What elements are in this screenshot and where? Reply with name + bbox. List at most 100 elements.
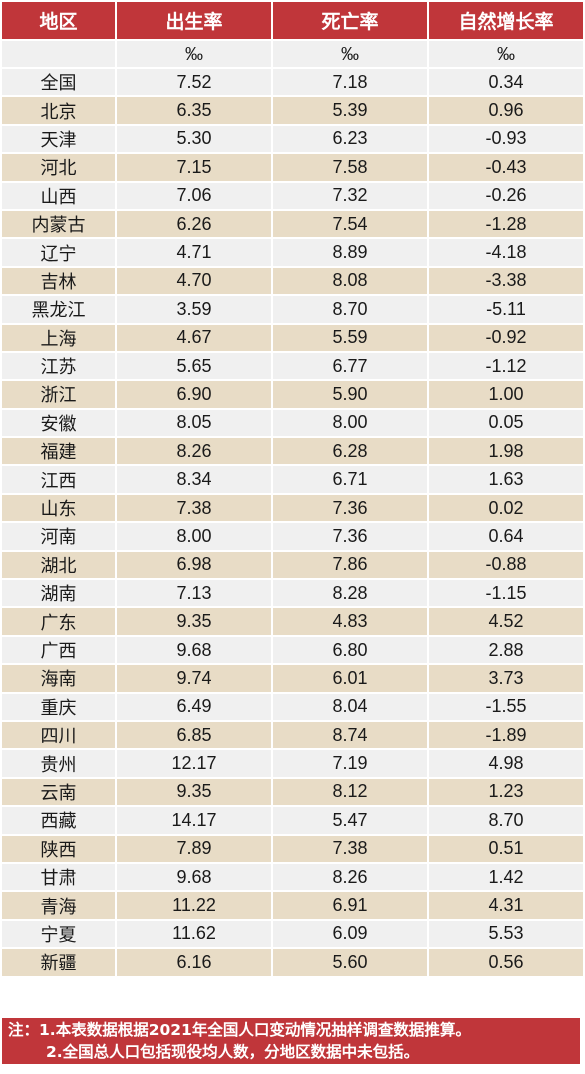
region-cell: 云南 [2,778,115,806]
birth-rate-cell: 8.26 [117,438,271,465]
death-rate-cell: 7.58 [273,154,427,181]
natural-growth-rate-cell: -0.88 [429,551,583,579]
birth-rate-cell: 6.35 [117,97,271,124]
header-death-rate: 死亡率 [273,2,427,39]
natural-growth-rate-cell: -1.12 [429,352,583,380]
birth-rate-cell: 7.15 [117,154,271,181]
birth-rate-cell: 8.00 [117,523,271,550]
death-rate-cell: 6.09 [273,920,427,948]
death-rate-cell: 5.47 [273,807,427,834]
region-cell: 新疆 [2,949,115,976]
region-cell: 辽宁 [2,239,115,266]
region-cell: 湖北 [2,551,115,579]
birth-rate-cell: 7.38 [117,494,271,522]
birth-rate-cell: 14.17 [117,807,271,834]
death-rate-cell: 8.70 [273,296,427,323]
death-rate-cell: 5.39 [273,97,427,124]
region-cell: 重庆 [2,693,115,720]
unit-cell: ‰ [117,41,271,67]
unit-cell: ‰ [273,41,427,67]
birth-rate-cell: 7.52 [117,69,271,96]
table-row: 江苏 5.65 6.77 -1.12 [2,352,583,380]
natural-growth-rate-cell: -3.38 [429,267,583,295]
region-cell: 黑龙江 [2,296,115,323]
natural-growth-rate-cell: -4.18 [429,239,583,266]
population-rate-table: 地区 出生率 死亡率 自然增长率 ‰ ‰ ‰ 全国 7.52 7.18 0.34 北京 6… [2,2,583,976]
region-cell: 广东 [2,608,115,635]
death-rate-cell: 8.04 [273,693,427,720]
birth-rate-cell: 8.34 [117,466,271,493]
footnote-label: 注： [8,1021,40,1039]
region-cell: 湖南 [2,580,115,607]
table-row: 贵州 12.17 7.19 4.98 [2,750,583,777]
region-cell: 河南 [2,523,115,550]
death-rate-cell: 6.91 [273,892,427,919]
natural-growth-rate-cell: -1.15 [429,580,583,607]
table-row: 青海 11.22 6.91 4.31 [2,892,583,919]
natural-growth-rate-cell: 0.64 [429,523,583,550]
table-row: 安徽 8.05 8.00 0.05 [2,409,583,437]
region-cell: 浙江 [2,381,115,408]
death-rate-cell: 6.71 [273,466,427,493]
death-rate-cell: 5.60 [273,949,427,976]
unit-row: ‰ ‰ ‰ [2,41,583,67]
natural-growth-rate-cell: 0.02 [429,494,583,522]
natural-growth-rate-cell: -0.92 [429,324,583,351]
table-row: 江西 8.34 6.71 1.63 [2,466,583,493]
region-cell: 海南 [2,665,115,692]
region-cell: 宁夏 [2,920,115,948]
natural-growth-rate-cell: -0.26 [429,182,583,209]
table-row: 湖北 6.98 7.86 -0.88 [2,551,583,579]
natural-growth-rate-cell: 4.52 [429,608,583,635]
region-cell: 广西 [2,636,115,664]
natural-growth-rate-cell: -1.89 [429,721,583,749]
table-row: 西藏 14.17 5.47 8.70 [2,807,583,834]
birth-rate-cell: 7.89 [117,835,271,862]
region-cell: 山东 [2,494,115,522]
footnote: 注：1.本表数据根据2021年全国人口变动情况抽样调查数据推算。 2.全国总人口… [2,1018,580,1064]
natural-growth-rate-cell: 4.98 [429,750,583,777]
footnote-line-2: 2.全国总人口包括现役均人数，分地区数据中未包括。 [46,1043,420,1061]
region-cell: 江西 [2,466,115,493]
region-cell: 天津 [2,125,115,153]
death-rate-cell: 8.26 [273,863,427,891]
table-row: 海南 9.74 6.01 3.73 [2,665,583,692]
unit-cell: ‰ [429,41,583,67]
table-row: 陕西 7.89 7.38 0.51 [2,835,583,862]
table-row: 重庆 6.49 8.04 -1.55 [2,693,583,720]
region-cell: 北京 [2,97,115,124]
region-cell: 西藏 [2,807,115,834]
death-rate-cell: 6.23 [273,125,427,153]
region-cell: 吉林 [2,267,115,295]
death-rate-cell: 8.12 [273,778,427,806]
table-row: 山西 7.06 7.32 -0.26 [2,182,583,209]
birth-rate-cell: 9.68 [117,863,271,891]
death-rate-cell: 5.59 [273,324,427,351]
region-cell: 安徽 [2,409,115,437]
natural-growth-rate-cell: 1.00 [429,381,583,408]
table-row: 河南 8.00 7.36 0.64 [2,523,583,550]
birth-rate-cell: 9.35 [117,778,271,806]
region-cell: 贵州 [2,750,115,777]
birth-rate-cell: 6.90 [117,381,271,408]
death-rate-cell: 8.74 [273,721,427,749]
death-rate-cell: 7.86 [273,551,427,579]
birth-rate-cell: 9.68 [117,636,271,664]
death-rate-cell: 6.28 [273,438,427,465]
birth-rate-cell: 6.26 [117,210,271,238]
table-row: 广东 9.35 4.83 4.52 [2,608,583,635]
natural-growth-rate-cell: 5.53 [429,920,583,948]
natural-growth-rate-cell: 1.42 [429,863,583,891]
table-row: 天津 5.30 6.23 -0.93 [2,125,583,153]
death-rate-cell: 7.36 [273,494,427,522]
natural-growth-rate-cell: -5.11 [429,296,583,323]
natural-growth-rate-cell: 0.96 [429,97,583,124]
table-row: 四川 6.85 8.74 -1.89 [2,721,583,749]
natural-growth-rate-cell: 0.05 [429,409,583,437]
natural-growth-rate-cell: 0.56 [429,949,583,976]
region-cell: 甘肃 [2,863,115,891]
region-cell: 内蒙古 [2,210,115,238]
region-cell: 陕西 [2,835,115,862]
birth-rate-cell: 9.35 [117,608,271,635]
region-cell: 四川 [2,721,115,749]
